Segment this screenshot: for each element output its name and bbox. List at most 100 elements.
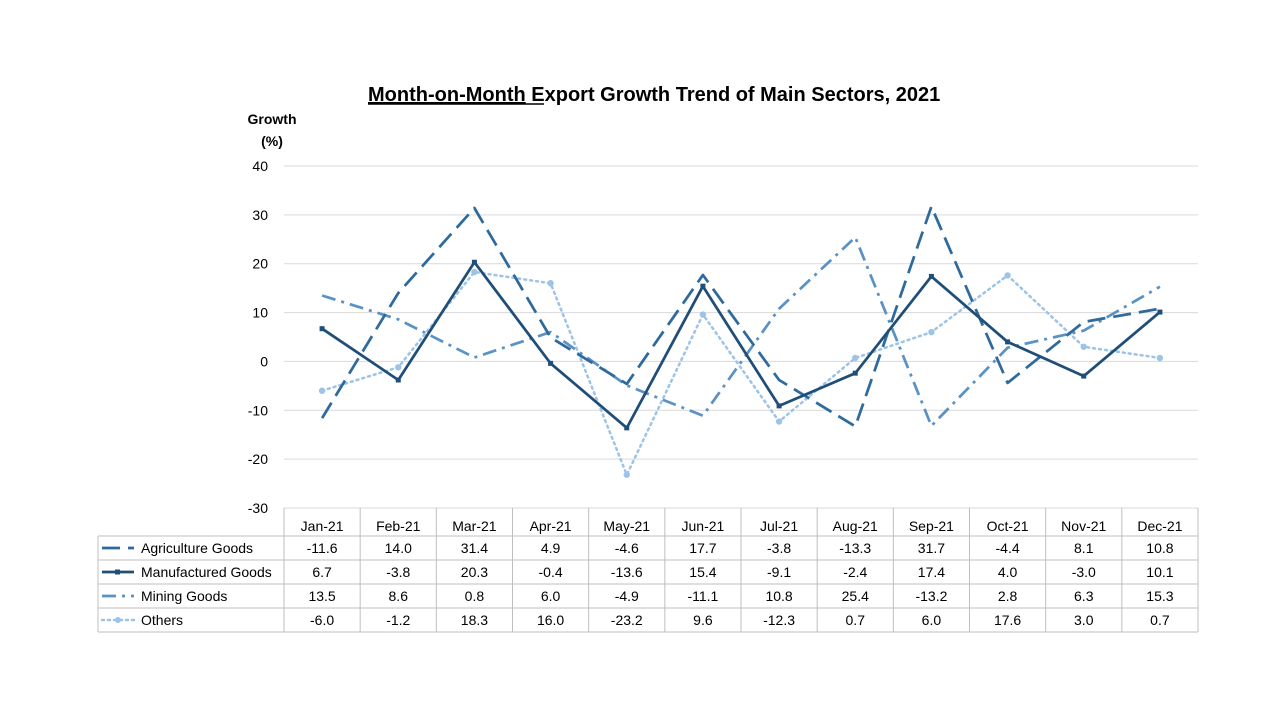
x-tick-label: Nov-21 bbox=[1061, 518, 1106, 534]
table-cell-value: 9.6 bbox=[693, 612, 713, 628]
data-point bbox=[1081, 373, 1087, 379]
table-cell-value: 31.4 bbox=[461, 540, 488, 556]
table-cell-value: 6.0 bbox=[922, 612, 942, 628]
table-cell-value: -2.4 bbox=[843, 564, 867, 580]
table-cell-value: 8.1 bbox=[1074, 540, 1094, 556]
data-point bbox=[1080, 343, 1087, 350]
table-cell-value: 3.0 bbox=[1074, 612, 1094, 628]
data-point bbox=[624, 425, 630, 431]
series-line bbox=[320, 270, 1162, 477]
x-tick-label: Mar-21 bbox=[452, 518, 497, 534]
table-cell-value: 8.6 bbox=[389, 588, 409, 604]
legend-marker bbox=[115, 617, 121, 623]
table-cell-value: -4.9 bbox=[615, 588, 639, 604]
x-tick-label: Jun-21 bbox=[682, 518, 725, 534]
table-cell-value: 17.6 bbox=[994, 612, 1021, 628]
table-cell-value: 15.3 bbox=[1146, 588, 1173, 604]
table-cell-value: 10.8 bbox=[765, 588, 792, 604]
data-point bbox=[395, 377, 401, 383]
data-point bbox=[1157, 309, 1163, 315]
data-point bbox=[928, 273, 934, 279]
table-cell-value: 6.7 bbox=[312, 564, 332, 580]
table-cell-value: 10.8 bbox=[1146, 540, 1173, 556]
table-cell-value: 14.0 bbox=[385, 540, 412, 556]
data-point bbox=[471, 268, 478, 276]
chart-title-rest: Export Growth Trend of Main Sectors, 202… bbox=[526, 84, 941, 106]
y-tick-label: -10 bbox=[248, 402, 268, 418]
data-point bbox=[852, 354, 859, 362]
y-tick-label: 10 bbox=[252, 305, 268, 321]
data-point bbox=[775, 418, 783, 425]
x-tick-label: Dec-21 bbox=[1137, 518, 1182, 534]
table-cell-value: 18.3 bbox=[461, 612, 488, 628]
legend-label: Mining Goods bbox=[141, 588, 227, 604]
table-cell-value: -11.6 bbox=[307, 540, 338, 556]
legend-marker bbox=[115, 569, 120, 575]
x-tick-label: Sep-21 bbox=[909, 518, 954, 534]
series-line bbox=[320, 205, 1161, 428]
data-point bbox=[699, 311, 707, 318]
data-point bbox=[852, 370, 858, 376]
chart-title-underlined: Month-on-Month bbox=[368, 84, 526, 106]
table-cell-value: 2.8 bbox=[998, 588, 1018, 604]
y-tick-label: -20 bbox=[248, 451, 268, 467]
data-point bbox=[548, 360, 554, 366]
table-cell-value: -1.2 bbox=[386, 612, 410, 628]
table-cell-value: 4.0 bbox=[998, 564, 1018, 580]
legend-label: Agriculture Goods bbox=[141, 540, 253, 556]
x-tick-label: Aug-21 bbox=[833, 518, 878, 534]
data-point bbox=[547, 280, 554, 287]
series-lines bbox=[318, 205, 1164, 478]
y-tick-label: 0 bbox=[260, 353, 268, 369]
table-cell-value: -13.2 bbox=[915, 588, 947, 604]
legend-label: Others bbox=[141, 612, 183, 628]
table-cell-value: -11.1 bbox=[687, 588, 718, 604]
table-cell-value: 6.0 bbox=[541, 588, 561, 604]
data-point bbox=[928, 328, 935, 336]
table-cell-value: 0.8 bbox=[465, 588, 485, 604]
table-cell-value: 16.0 bbox=[537, 612, 564, 628]
x-tick-label: Jan-21 bbox=[301, 518, 344, 534]
legend-label: Manufactured Goods bbox=[141, 564, 272, 580]
data-point bbox=[471, 259, 477, 265]
table-cell-value: -13.6 bbox=[611, 564, 643, 580]
y-tick-label: -30 bbox=[248, 500, 268, 516]
table-cell-value: 6.3 bbox=[1074, 588, 1094, 604]
x-tick-label: Apr-21 bbox=[530, 518, 572, 534]
table-cell-value: 15.4 bbox=[689, 564, 716, 580]
table-cell-value: -9.1 bbox=[767, 564, 791, 580]
table-cell-value: -13.3 bbox=[839, 540, 871, 556]
table-cell-value: 31.7 bbox=[918, 540, 945, 556]
table-cell-value: -0.4 bbox=[539, 564, 563, 580]
data-point bbox=[319, 326, 325, 332]
data-point bbox=[776, 403, 782, 409]
table-cell-value: 13.5 bbox=[308, 588, 335, 604]
x-tick-label: Jul-21 bbox=[760, 518, 798, 534]
data-point bbox=[700, 283, 706, 289]
table-cell-value: 4.9 bbox=[541, 540, 561, 556]
table-cell-value: -6.0 bbox=[310, 612, 334, 628]
data-point bbox=[1156, 354, 1164, 362]
y-tick-label: 40 bbox=[252, 158, 268, 174]
data-point bbox=[1004, 272, 1011, 279]
table-cell-value: 0.7 bbox=[1150, 612, 1170, 628]
table-cell-value: 17.4 bbox=[918, 564, 945, 580]
y-tick-labels: -30 -20 -10 0 10 20 30 40 bbox=[248, 158, 268, 516]
table-cell-value: -3.8 bbox=[386, 564, 410, 580]
data-point bbox=[1005, 339, 1011, 345]
series-line bbox=[321, 260, 1161, 430]
table-cell-value: -12.3 bbox=[763, 612, 795, 628]
table-cell-value: -23.2 bbox=[611, 612, 643, 628]
table-cell-value: -4.4 bbox=[996, 540, 1020, 556]
table-cell-value: -3.0 bbox=[1072, 564, 1096, 580]
table-cell-value: 20.3 bbox=[461, 564, 488, 580]
table-cell-value: 17.7 bbox=[689, 540, 716, 556]
y-axis-label-line1: Growth bbox=[248, 111, 297, 127]
data-table: Jan-21 Feb-21 Mar-21 Apr-21 May-21 Jun-21 Jul-… bbox=[97, 508, 1199, 633]
table-cell-value: 10.1 bbox=[1146, 564, 1173, 580]
data-point bbox=[395, 364, 402, 371]
series-line bbox=[321, 235, 1161, 428]
data-point bbox=[318, 387, 326, 394]
table-cell-value: 0.7 bbox=[846, 612, 866, 628]
